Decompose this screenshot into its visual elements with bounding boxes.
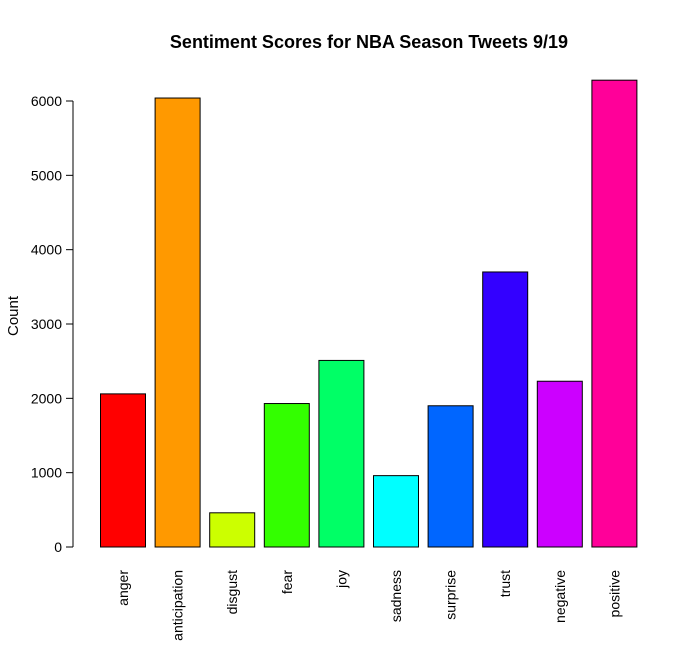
y-tick-label: 3000 — [31, 316, 62, 332]
x-tick-label: positive — [606, 570, 622, 618]
x-tick-label: disgust — [224, 570, 240, 614]
bars-group — [100, 79, 638, 548]
y-axis-label: Count — [5, 295, 22, 336]
y-tick-label: 6000 — [31, 93, 62, 109]
x-tick-label: joy — [333, 570, 349, 589]
bar-disgust — [209, 512, 256, 548]
bar-surprise — [427, 405, 474, 548]
x-tick-label: negative — [552, 570, 568, 623]
x-tick-labels: anger anticipation disgust fear joy sadness su… — [115, 570, 622, 641]
bar-trust — [482, 271, 529, 548]
bar-joy — [318, 359, 365, 548]
bar-negative — [536, 380, 583, 548]
y-axis: 0 1000 2000 3000 4000 5000 6000 — [31, 93, 74, 555]
bar-positive — [591, 79, 638, 548]
bar-fear — [263, 403, 310, 548]
x-tick-label: surprise — [443, 570, 459, 620]
bar-anger — [100, 393, 146, 548]
bar-sadness — [373, 475, 419, 548]
chart-title: Sentiment Scores for NBA Season Tweets 9… — [170, 32, 568, 52]
y-tick-label: 5000 — [31, 167, 62, 183]
x-tick-label: trust — [497, 570, 513, 597]
x-tick-label: fear — [279, 570, 295, 594]
y-tick-label: 4000 — [31, 242, 62, 258]
x-tick-label: anticipation — [170, 570, 186, 641]
y-tick-label: 1000 — [31, 465, 62, 481]
x-tick-label: anger — [115, 570, 131, 606]
bar-anticipation — [154, 97, 201, 548]
y-tick-label: 2000 — [31, 390, 62, 406]
y-tick-label: 0 — [54, 539, 62, 555]
x-tick-label: sadness — [388, 570, 404, 622]
